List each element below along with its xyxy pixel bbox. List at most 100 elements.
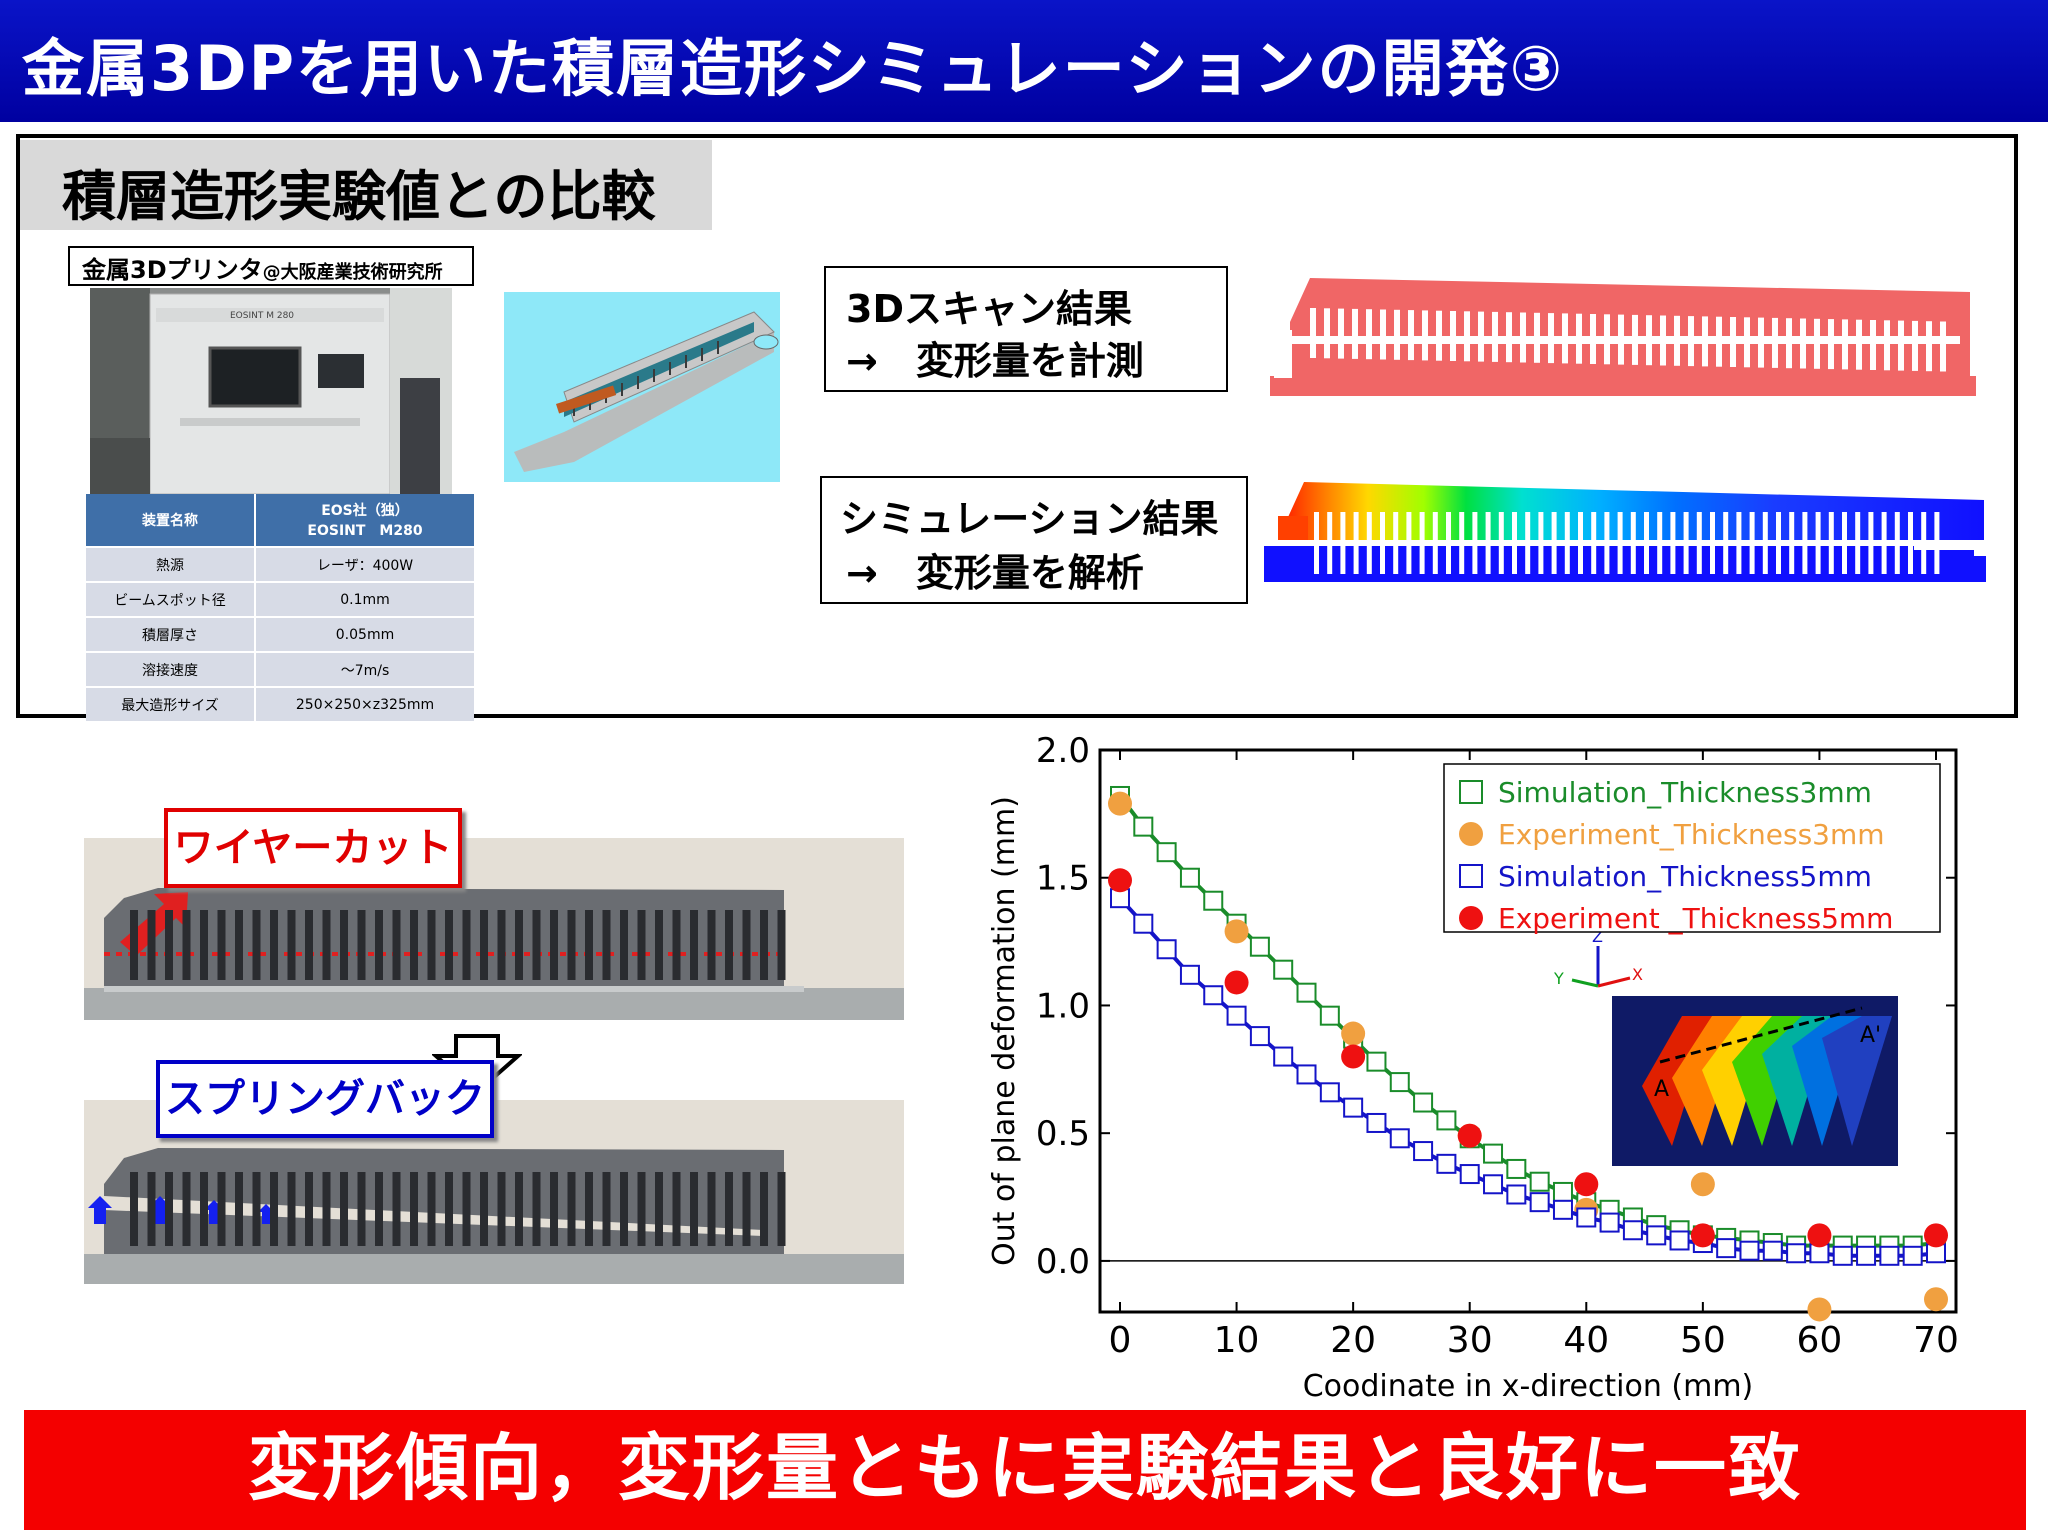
data-point (1156, 939, 1177, 960)
data-point (1108, 868, 1132, 893)
spec-label: 溶接速度 (86, 652, 256, 688)
x-tick-label: 70 (1913, 1320, 1959, 1361)
data-point (1459, 1164, 1480, 1185)
data-point (1786, 1243, 1807, 1264)
data-point (1226, 1005, 1247, 1026)
machine-brand-text: EOSINT M 280 (230, 311, 294, 321)
inset-path-line (1659, 1006, 1863, 1064)
comparison-panel (16, 134, 2018, 718)
printer-label: 金属3Dプリンタ@大阪産業技術研究所 (82, 250, 443, 285)
printer-label-box (68, 246, 474, 286)
data-point (1807, 1297, 1832, 1322)
slide-title: 金属3DPを用いた積層造形シミュレーションの開発③ (22, 32, 1565, 105)
data-point (1483, 1174, 1504, 1195)
scan-result-image (1270, 272, 1980, 402)
sim-result-box (820, 476, 1248, 604)
springback-specimen-illustration (84, 1100, 904, 1284)
data-point (1646, 1225, 1667, 1246)
y-tick-label: 0.5 (1036, 1114, 1090, 1154)
section-heading: 積層造形実験値との比較 (62, 165, 656, 228)
x-tick-label: 40 (1563, 1320, 1609, 1361)
spec-value: 0.1mm (255, 582, 474, 618)
spec-header-model: EOSINT M280 (307, 523, 423, 539)
x-axis-label: Coodinate in x-direction (mm) (1303, 1369, 1754, 1404)
legend-marker (1459, 780, 1483, 804)
specimen-3d-model-image (504, 292, 780, 482)
wirecut-label: ワイヤーカット (164, 808, 462, 888)
data-point (1483, 1143, 1504, 1164)
data-point (1716, 1238, 1737, 1259)
data-point (1203, 890, 1224, 911)
printer-spec-table: 装置名称 EOS社（独） EOSINT M280 熱源 レーザ：400W ビームス… (86, 494, 474, 723)
table-row: 最大造形サイズ 250×250×z325mm (86, 687, 474, 723)
data-point (1249, 936, 1270, 957)
scan-result-box (824, 266, 1228, 392)
data-point (1389, 1072, 1410, 1093)
y-axis-label: Out of plane deformation (mm) (987, 796, 1022, 1266)
deformation-chart-svg: 0 10 20 30 40 50 60 70 0.0 0.5 1.0 1.5 2.0 Coodinate … (987, 731, 1959, 1404)
data-point (1529, 1171, 1550, 1192)
printer-photo: EOSINT M 280 (90, 288, 452, 494)
conclusion-banner (24, 1410, 2026, 1530)
series-3 (1108, 868, 1948, 1248)
data-point (1807, 1223, 1832, 1248)
spec-label: ビームスポット径 (86, 582, 256, 618)
data-point (1343, 1097, 1364, 1118)
data-point (1739, 1240, 1760, 1261)
data-point (1341, 1021, 1366, 1046)
legend-label: Experiment_Thickness3mm (1498, 818, 1885, 851)
data-point (1249, 1026, 1270, 1047)
data-point (1856, 1245, 1877, 1266)
data-point (1576, 1207, 1597, 1228)
series-2 (1110, 888, 1946, 1266)
data-point (1413, 1141, 1434, 1162)
data-point (1224, 919, 1249, 944)
spec-header-maker: EOS社（独） (321, 503, 409, 519)
deformation-chart: 0 10 20 30 40 50 60 70 0.0 0.5 1.0 1.5 2.0 Coodinate … (980, 726, 2000, 1406)
spec-value: 0.05mm (255, 617, 474, 653)
triad-y-label: Y (1553, 969, 1564, 988)
table-row: 溶接速度 ～7m/s (86, 652, 474, 688)
spec-value: ～7m/s (255, 652, 474, 688)
inset-point-a-label: A (1654, 1077, 1669, 1102)
table-row: 熱源 レーザ：400W (86, 547, 474, 583)
data-point (1599, 1212, 1620, 1233)
data-point (1296, 982, 1317, 1003)
data-point (1436, 1110, 1457, 1131)
data-point (1273, 959, 1294, 980)
x-tick-label: 10 (1214, 1320, 1260, 1361)
data-point (1341, 1044, 1366, 1069)
data-point (1924, 1223, 1948, 1248)
scan-result-title: 3Dスキャン結果 (846, 287, 1132, 331)
printer-illustration: EOSINT M 280 (90, 288, 452, 494)
data-point (1413, 1092, 1434, 1113)
data-point (1179, 964, 1200, 985)
triad-y-axis (1571, 978, 1599, 988)
springback-photo (84, 1100, 904, 1284)
data-point (1552, 1181, 1573, 1202)
data-point (1832, 1245, 1853, 1266)
data-point (1156, 842, 1177, 863)
data-point (1273, 1046, 1294, 1067)
printer-label-main: 金属3Dプリンタ (82, 256, 263, 284)
inset-contour (1642, 1016, 1892, 1146)
spec-label: 最大造形サイズ (86, 687, 256, 723)
data-point (1319, 1082, 1340, 1103)
inset-band (1822, 1016, 1892, 1146)
data-point (1203, 985, 1224, 1006)
sim-result-description: → 変形量を解析 (846, 551, 1144, 595)
data-point (1108, 791, 1132, 816)
data-point (1690, 1172, 1715, 1197)
data-point (1457, 1123, 1482, 1148)
data-point (1506, 1158, 1527, 1179)
simulation-comb-illustration (1264, 482, 1986, 582)
simulation-result-image (1264, 476, 1986, 600)
legend-box (1443, 763, 1941, 933)
data-point (1622, 1220, 1643, 1241)
springback-label: スプリングバック (156, 1060, 494, 1138)
data-point (1529, 1192, 1550, 1213)
spec-value: 250×250×z325mm (255, 687, 474, 723)
triad-x-axis (1597, 976, 1631, 988)
spec-label: 積層厚さ (86, 617, 256, 653)
data-point (1389, 1128, 1410, 1149)
